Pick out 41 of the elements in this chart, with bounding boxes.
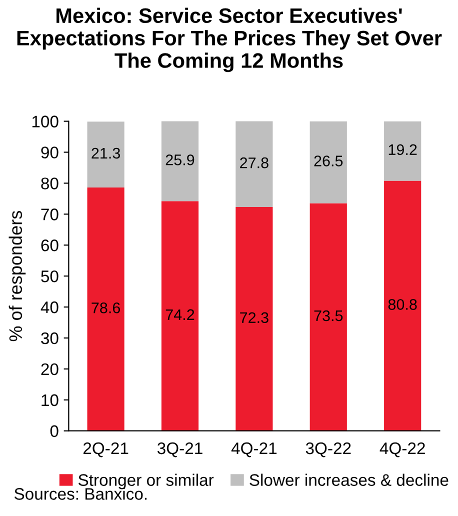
chart-title: Mexico: Service Sector Executives' Expectations For The Prices They Set Over The Coming 12 Months (17, 8, 442, 72)
bar (87, 188, 124, 431)
bar (310, 203, 347, 431)
x-tick-label: 3Q-21 (157, 442, 202, 458)
y-tick-label: 60 (41, 240, 58, 252)
y-tick-label: 20 (41, 363, 58, 376)
data-label: 26.5 (314, 156, 343, 166)
data-label: 72.3 (240, 312, 268, 324)
bar (87, 122, 124, 188)
data-label: 73.5 (314, 310, 343, 322)
y-tick-label: 90 (41, 146, 58, 158)
data-label: 21.3 (92, 148, 120, 159)
data-label: 78.6 (92, 302, 120, 314)
y-tick-label: 40 (40, 301, 58, 314)
legend-label: Stronger or similar (78, 474, 214, 490)
y-tick-label: 0 (50, 425, 58, 438)
data-label: 25.9 (166, 154, 194, 166)
y-axis-title: % of responders (8, 210, 26, 342)
x-tick-label: 4Q-21 (231, 442, 277, 458)
y-tick-label: 80 (41, 178, 58, 190)
bar (236, 207, 273, 431)
data-label: 19.2 (388, 144, 417, 156)
legend-label: Slower increases & decline (250, 474, 448, 486)
x-tick-label: 4Q-22 (380, 442, 425, 458)
x-tick-label: 3Q-22 (306, 442, 351, 458)
bar (310, 121, 347, 204)
bar (384, 121, 422, 181)
y-tick-label: 70 (41, 208, 58, 220)
data-label: 27.8 (240, 157, 268, 168)
bar (161, 121, 199, 202)
data-label: 74.2 (166, 309, 194, 320)
bar (236, 121, 273, 208)
bar (161, 201, 199, 431)
x-tick-label: 2Q-21 (83, 442, 128, 458)
bar (384, 180, 422, 431)
source-note: Sources: Banxico. (14, 488, 147, 500)
y-tick-label: 30 (41, 332, 58, 344)
y-tick-label: 50 (41, 270, 58, 282)
y-tick-label: 10 (42, 394, 58, 406)
y-tick-label: 100 (32, 116, 58, 128)
data-label: 80.8 (388, 299, 417, 310)
